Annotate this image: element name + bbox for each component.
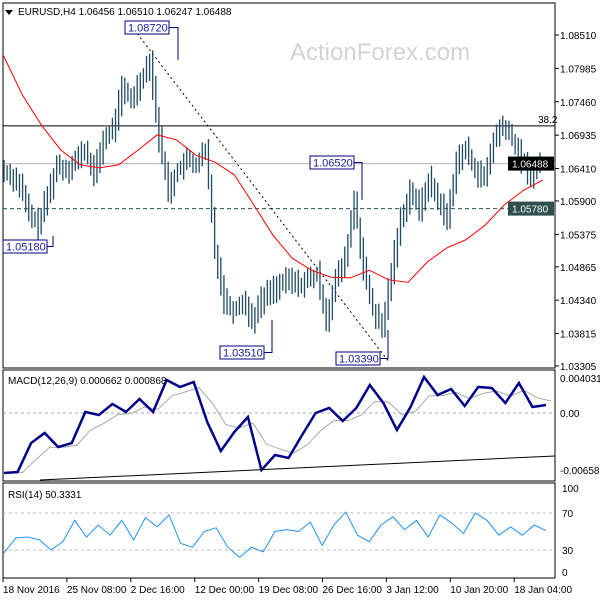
moving-average-line (2, 54, 544, 283)
y-tick-label: 1.06410 (560, 165, 597, 176)
current-price-box (508, 156, 554, 171)
price-panel: 1.08510 1.07985 1.07460 1.06935 1.06410 1.059… (2, 2, 597, 373)
time-axis: 18 Nov 2016 25 Nov 08:00 2 Dec 16:00 12 Dec… (2, 578, 572, 596)
price-label-connector (354, 162, 363, 200)
x-tick-label: 25 Nov 08:00 (67, 585, 127, 596)
rsi-title: RSI(14) 50.3331 (8, 490, 82, 501)
x-tick-label: 3 Jan 12:00 (386, 585, 439, 596)
y-tick-label: 1.07460 (560, 98, 597, 109)
price-label: 1.03510 (223, 348, 263, 360)
macd-trendline (39, 455, 556, 481)
price-label-connector (380, 330, 389, 359)
rsi-line (3, 511, 547, 559)
x-tick-label: 18 Jan 04:00 (514, 585, 572, 596)
x-tick-label: 2 Dec 16:00 (131, 585, 185, 596)
rsi-tick-label: 100 (562, 484, 579, 495)
y-tick-label: 1.05900 (560, 197, 597, 208)
y-tick-label: 1.05375 (560, 230, 597, 241)
price-label: 1.03390 (339, 354, 379, 366)
macd-tick-label: 0.00 (560, 409, 580, 420)
y-tick-label: 1.06935 (560, 131, 597, 142)
macd-panel-frame (2, 369, 556, 482)
y-tick-label: 1.03305 (560, 362, 597, 373)
macd-panel: 0.004031 0.00 -0.00658 (2, 369, 600, 482)
rsi-tick-label: 70 (562, 509, 574, 520)
price-label-connector (264, 319, 273, 353)
macd-title: MACD(12,26,9) 0.000662 0.000868 (8, 376, 167, 387)
x-tick-label: 10 Jan 20:00 (450, 585, 508, 596)
current-price-label: 1.06488 (512, 160, 549, 171)
price-label-connector (47, 235, 54, 247)
macd-tick-label: -0.00658 (560, 466, 600, 477)
support-level-label: 1.05780 (512, 205, 549, 216)
fib-level-label: 38.2 (538, 115, 558, 126)
triangle-down-icon[interactable] (5, 10, 13, 15)
y-tick-label: 1.08510 (560, 31, 597, 42)
rsi-panel-frame (2, 482, 556, 579)
y-tick-label: 1.03815 (560, 330, 597, 341)
support-level-box (508, 201, 554, 216)
symbol-readout: EURUSD,H4 1.06456 1.06510 1.06247 1.0648… (18, 7, 232, 18)
price-trendline (127, 21, 389, 361)
macd-signal-line (8, 386, 552, 474)
y-tick-label: 1.04865 (560, 263, 597, 274)
rsi-panel: 100 70 30 0 (2, 482, 579, 579)
y-tick-label: 1.04340 (560, 296, 597, 307)
price-panel-frame (2, 2, 556, 369)
macd-line (3, 374, 547, 475)
watermark: ActionForex.com (290, 39, 470, 66)
x-tick-label: 18 Nov 2016 (3, 585, 60, 596)
rsi-tick-label: 30 (562, 546, 574, 557)
price-label: 1.05180 (6, 242, 46, 254)
macd-tick-label: 0.004031 (560, 374, 600, 385)
x-tick-label: 19 Dec 08:00 (259, 585, 319, 596)
x-tick-label: 26 Dec 16:00 (323, 585, 383, 596)
price-label-connector (169, 27, 179, 60)
price-label: 1.06520 (313, 158, 353, 170)
x-tick-label: 12 Dec 00:00 (195, 585, 255, 596)
price-label: 1.08720 (128, 23, 168, 35)
rsi-tick-label: 0 (562, 568, 568, 579)
y-tick-label: 1.07985 (560, 64, 597, 75)
